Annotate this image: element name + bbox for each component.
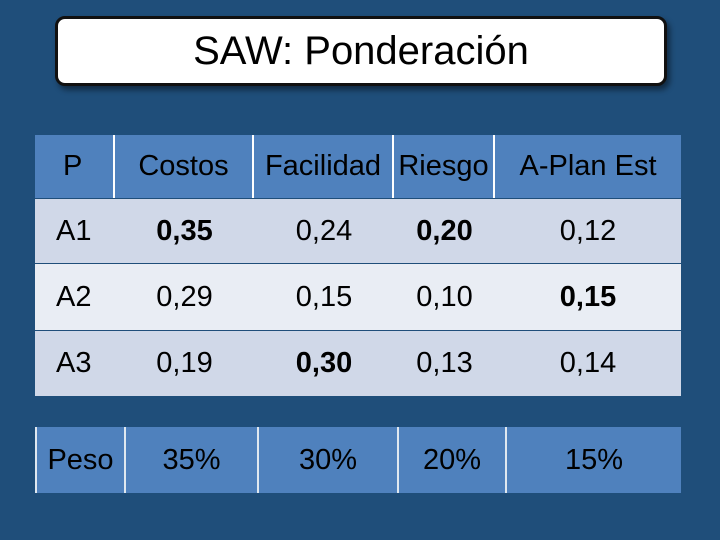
cell-value: 0,10 xyxy=(416,280,473,313)
table-row: A2 0,29 0,15 0,10 0,15 xyxy=(35,264,681,330)
row-label: A3 xyxy=(56,347,92,379)
cell-value: 0,24 xyxy=(295,214,353,247)
title-box: SAW: Ponderación xyxy=(55,16,667,86)
header-cell-facilidad: Facilidad xyxy=(254,135,394,198)
cell-value: 0,20 xyxy=(416,214,473,247)
slide-title: SAW: Ponderación xyxy=(193,28,529,73)
table-row: A1 0,35 0,24 0,20 0,12 xyxy=(35,199,681,263)
header-cell-riesgo: Riesgo xyxy=(394,135,495,198)
cell-value: 0,13 xyxy=(416,347,473,379)
row-label: A1 xyxy=(56,214,92,247)
cell-value: 0,12 xyxy=(559,214,617,247)
header-row: P Costos Facilidad Riesgo A-Plan Est xyxy=(35,135,681,198)
cell-value: 0,29 xyxy=(156,280,213,313)
weights-row: Peso 35% 30% 20% 15% xyxy=(35,427,681,493)
cell-value: 0,30 xyxy=(295,347,353,379)
weights-label: Peso xyxy=(35,427,124,493)
header-cell-p: P xyxy=(35,135,115,198)
cell-value: 0,14 xyxy=(559,347,617,379)
weight-aplan: 15% xyxy=(505,427,681,493)
row-label: A2 xyxy=(56,280,92,313)
cell-value: 0,15 xyxy=(295,280,353,313)
cell-value: 0,19 xyxy=(156,347,213,379)
header-cell-costos: Costos xyxy=(115,135,254,198)
weight-costos: 35% xyxy=(124,427,257,493)
weight-facilidad: 30% xyxy=(257,427,397,493)
table-row: A3 0,19 0,30 0,13 0,14 xyxy=(35,331,681,396)
weight-riesgo: 20% xyxy=(397,427,505,493)
cell-value: 0,15 xyxy=(559,280,617,313)
header-cell-aplan: A-Plan Est xyxy=(519,150,657,182)
cell-value: 0,35 xyxy=(156,214,213,247)
